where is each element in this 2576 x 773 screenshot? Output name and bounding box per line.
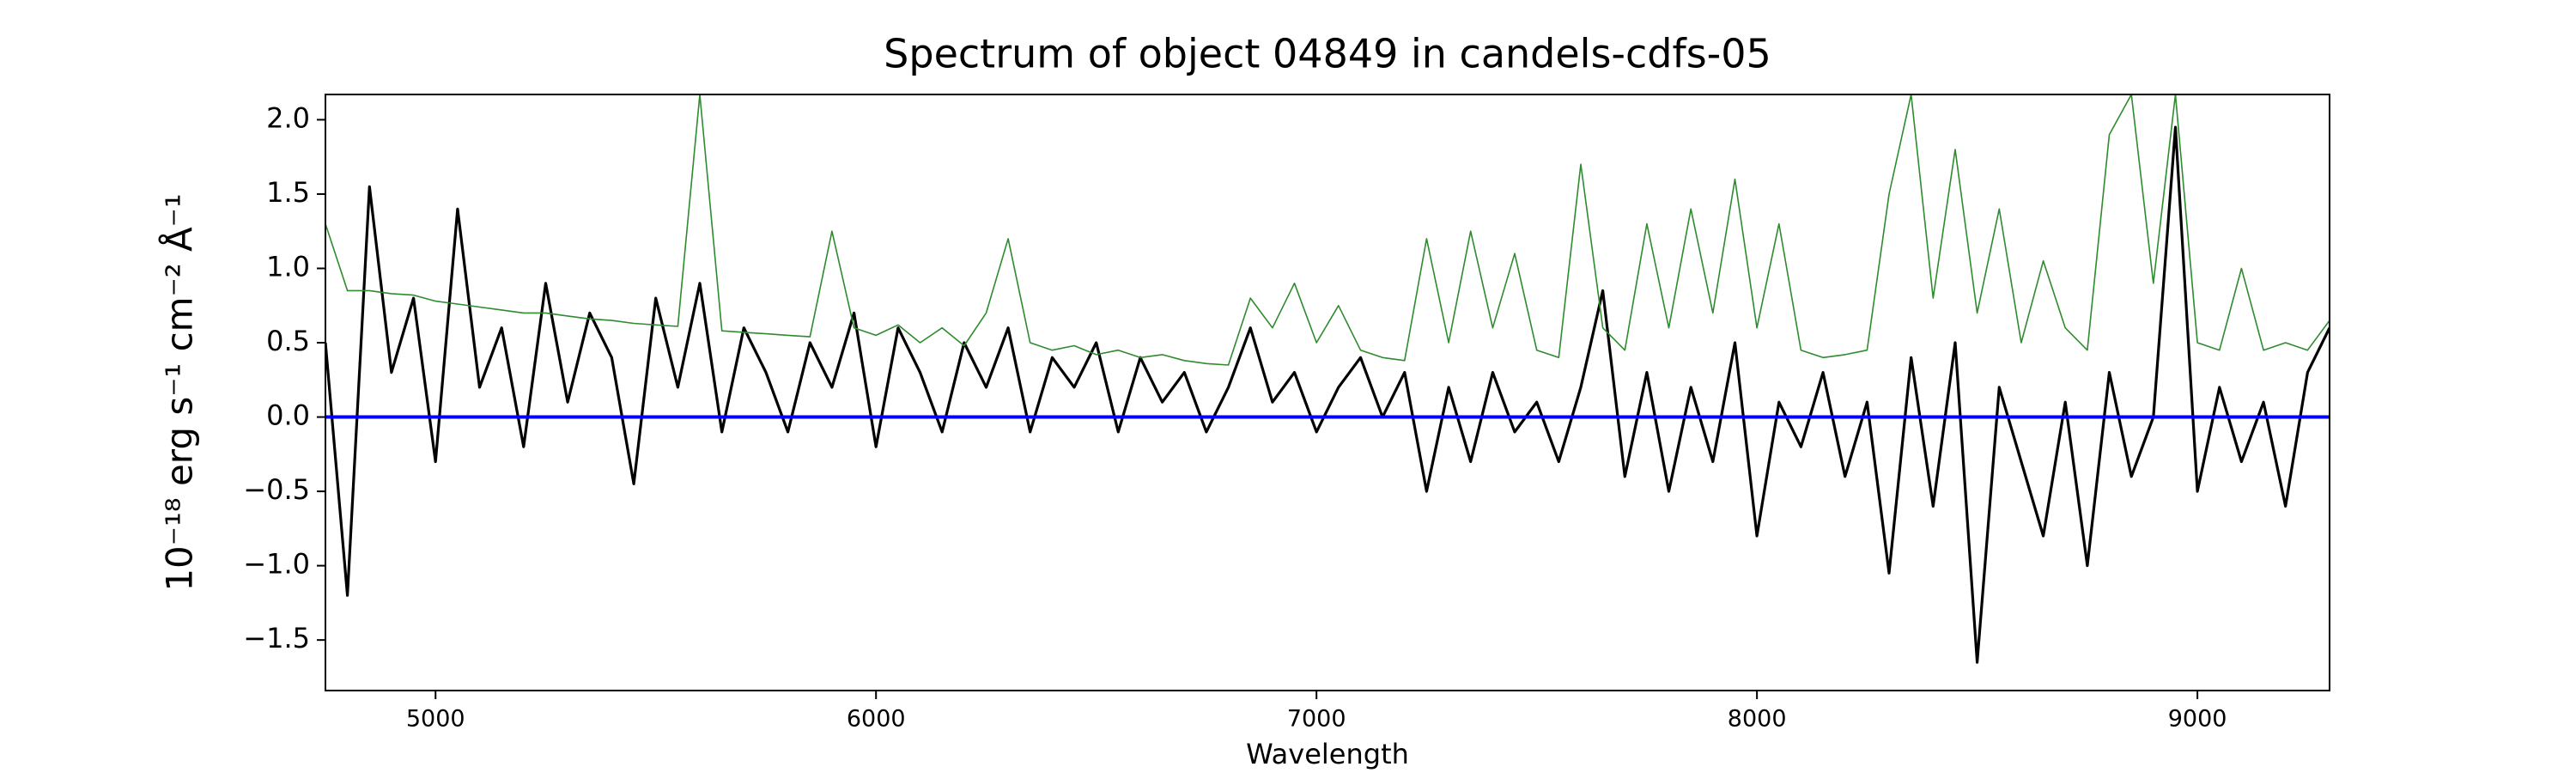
plot-area — [325, 94, 2330, 664]
y-axis-label: 10⁻¹⁸ erg s⁻¹ cm⁻² Å⁻¹ — [158, 193, 201, 591]
y-tick-label: 0.0 — [266, 399, 310, 432]
x-tick-label: 5000 — [406, 706, 465, 733]
x-tick-label: 8000 — [1728, 706, 1787, 733]
y-tick-label: 2.0 — [266, 101, 310, 134]
y-tick-label: 1.0 — [266, 250, 310, 283]
y-tick-label: −1.5 — [243, 622, 310, 654]
series-line — [325, 94, 2330, 366]
y-tick-label: 1.5 — [266, 176, 310, 209]
y-tick-label: −0.5 — [243, 473, 310, 506]
series-line — [325, 125, 2330, 664]
chart-title: Spectrum of object 04849 in candels-cdfs… — [884, 31, 1771, 77]
x-tick-label: 6000 — [847, 706, 906, 733]
y-tick-label: −1.0 — [243, 548, 310, 581]
x-axis-label: Wavelength — [1246, 738, 1409, 770]
x-tick-label: 7000 — [1287, 706, 1346, 733]
y-tick-label: 0.5 — [266, 325, 310, 357]
x-tick-label: 9000 — [2168, 706, 2227, 733]
plot-frame — [325, 94, 2330, 691]
